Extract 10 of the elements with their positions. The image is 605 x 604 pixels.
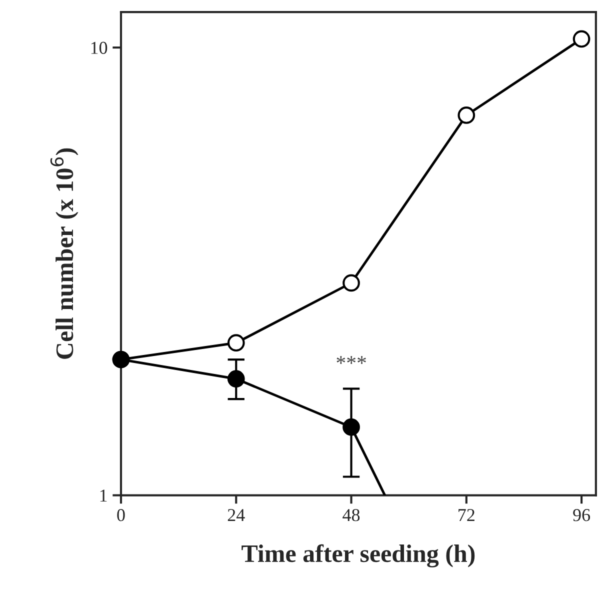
- x-tick-label: 96: [573, 509, 590, 522]
- x-axis-title: Time after seeding (h): [242, 544, 475, 568]
- x-tick-label: 24: [228, 509, 245, 522]
- y-tick-label: 1: [100, 490, 107, 502]
- y-tick-label: 10: [91, 42, 108, 54]
- x-tick-label: 0: [117, 508, 125, 522]
- x-tick-label: 48: [342, 508, 360, 522]
- annotation: ***: [336, 356, 366, 364]
- y-axis-title: Cell number (x 10$^{6}$): [50, 148, 78, 359]
- x-tick-label: 72: [458, 509, 474, 522]
